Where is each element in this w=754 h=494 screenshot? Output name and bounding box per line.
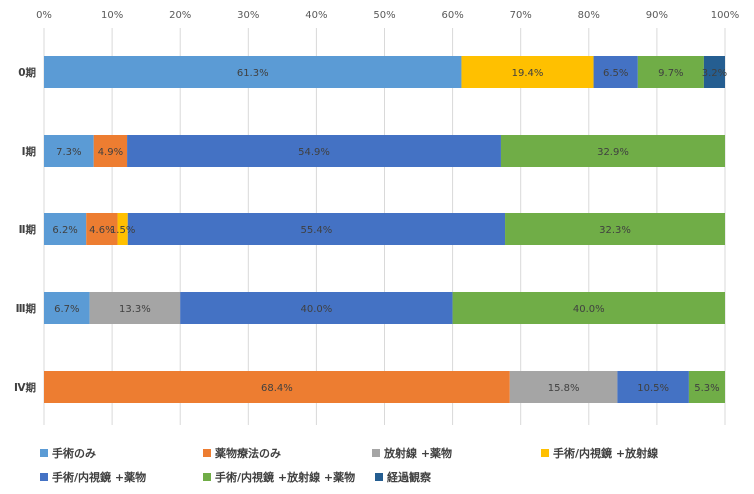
data-label: 40.0% xyxy=(301,304,333,315)
x-tick-label: 0% xyxy=(36,10,52,21)
x-tick-label: 90% xyxy=(646,10,668,21)
x-tick-label: 70% xyxy=(510,10,532,21)
category-label: Ⅳ期 xyxy=(14,381,36,394)
legend-item: 手術/内視鏡 +放射線 xyxy=(541,445,701,461)
legend-item: 手術/内視鏡 +薬物 xyxy=(40,469,203,485)
x-axis-ticks: 0% 10% 20% 30% 40% 50% 60% 70% 80% 90% 100% xyxy=(36,10,739,21)
bar-segment xyxy=(127,135,501,167)
category-labels: 0期 Ⅰ期 Ⅱ期 Ⅲ期 Ⅳ期 xyxy=(14,66,36,394)
bar-segment xyxy=(505,213,725,245)
legend-swatch xyxy=(375,473,383,481)
data-label: 9.7% xyxy=(658,68,683,79)
legend-row: 手術/内視鏡 +薬物 手術/内視鏡 +放射線 +薬物 経過観察 xyxy=(40,465,740,489)
category-label: 0期 xyxy=(18,66,36,79)
data-label: 3.2% xyxy=(702,68,727,79)
legend-item: 薬物療法のみ xyxy=(203,445,372,461)
x-tick-label: 10% xyxy=(101,10,123,21)
bar-segment xyxy=(44,292,90,324)
data-label: 5.3% xyxy=(694,383,719,394)
bar-segment xyxy=(44,56,462,88)
data-label: 55.4% xyxy=(301,225,333,236)
bar-segment xyxy=(617,371,689,403)
x-tick-label: 20% xyxy=(169,10,191,21)
bar-segment xyxy=(593,56,638,88)
legend-label: 手術のみ xyxy=(52,447,96,460)
data-label: 10.5% xyxy=(637,383,669,394)
data-label: 6.5% xyxy=(603,68,628,79)
bar-segment xyxy=(44,135,94,167)
data-label: 4.6% xyxy=(89,225,114,236)
category-label: Ⅲ期 xyxy=(16,302,36,315)
x-tick-label: 50% xyxy=(373,10,395,21)
legend-label: 手術/内視鏡 +薬物 xyxy=(52,471,147,484)
data-label: 13.3% xyxy=(119,304,151,315)
data-label: 4.9% xyxy=(98,147,123,158)
bars xyxy=(44,56,725,403)
bar-segment xyxy=(117,213,128,245)
legend-row: 手術のみ 薬物療法のみ 放射線 +薬物 手術/内視鏡 +放射線 xyxy=(40,441,740,465)
bar-segment xyxy=(180,292,453,324)
bar-segment xyxy=(637,56,704,88)
legend-item: 手術のみ xyxy=(40,445,203,461)
category-label: Ⅱ期 xyxy=(19,223,36,236)
legend-label: 放射線 +薬物 xyxy=(384,447,453,460)
legend: 手術のみ 薬物療法のみ 放射線 +薬物 手術/内視鏡 +放射線 手術/内視鏡 +薬物手… xyxy=(40,441,740,489)
bar-segment xyxy=(500,135,725,167)
data-label: 1.5% xyxy=(110,225,135,236)
data-label: 6.7% xyxy=(54,304,79,315)
legend-item: 経過観察 xyxy=(375,469,535,485)
legend-swatch xyxy=(40,473,48,481)
data-label: 15.8% xyxy=(548,383,580,394)
data-label: 19.4% xyxy=(512,68,544,79)
legend-label: 経過観察 xyxy=(387,471,431,484)
bar-segment xyxy=(509,371,618,403)
bar-segment xyxy=(703,56,725,88)
legend-label: 薬物療法のみ xyxy=(215,447,281,460)
data-label: 54.9% xyxy=(298,147,330,158)
data-label: 61.3% xyxy=(237,68,269,79)
legend-swatch xyxy=(203,449,211,457)
legend-swatch xyxy=(40,449,48,457)
bar-segment xyxy=(44,371,510,403)
bar-segment xyxy=(93,135,128,167)
x-tick-label: 30% xyxy=(237,10,259,21)
legend-item: 放射線 +薬物 xyxy=(372,445,541,461)
x-tick-label: 80% xyxy=(578,10,600,21)
data-label: 40.0% xyxy=(573,304,605,315)
data-label: 6.2% xyxy=(52,225,77,236)
bar-segment xyxy=(461,56,594,88)
bar-segment xyxy=(86,213,118,245)
legend-swatch xyxy=(541,449,549,457)
bar-segment xyxy=(127,213,506,245)
data-label: 32.3% xyxy=(599,225,631,236)
bar-segment xyxy=(688,371,725,403)
legend-label: 手術/内視鏡 +放射線 +薬物 xyxy=(215,471,356,484)
x-tick-label: 100% xyxy=(711,10,740,21)
data-label: 7.3% xyxy=(56,147,81,158)
legend-swatch xyxy=(203,473,211,481)
data-label: 32.9% xyxy=(597,147,629,158)
legend-swatch xyxy=(372,449,380,457)
x-tick-label: 40% xyxy=(305,10,327,21)
category-label: Ⅰ期 xyxy=(22,145,36,158)
data-label: 68.4% xyxy=(261,383,293,394)
segment-labels: 61.3% 19.4% 6.5% 9.7% 3.2% 7.3% 4.9% 54.9% 32.9%… xyxy=(52,68,727,394)
x-tick-label: 60% xyxy=(441,10,463,21)
bar-segment xyxy=(452,292,725,324)
legend-item: 手術/内視鏡 +放射線 +薬物 xyxy=(203,469,375,485)
bar-segment xyxy=(89,292,181,324)
legend-label: 手術/内視鏡 +放射線 xyxy=(553,447,659,460)
bar-segment xyxy=(44,213,87,245)
